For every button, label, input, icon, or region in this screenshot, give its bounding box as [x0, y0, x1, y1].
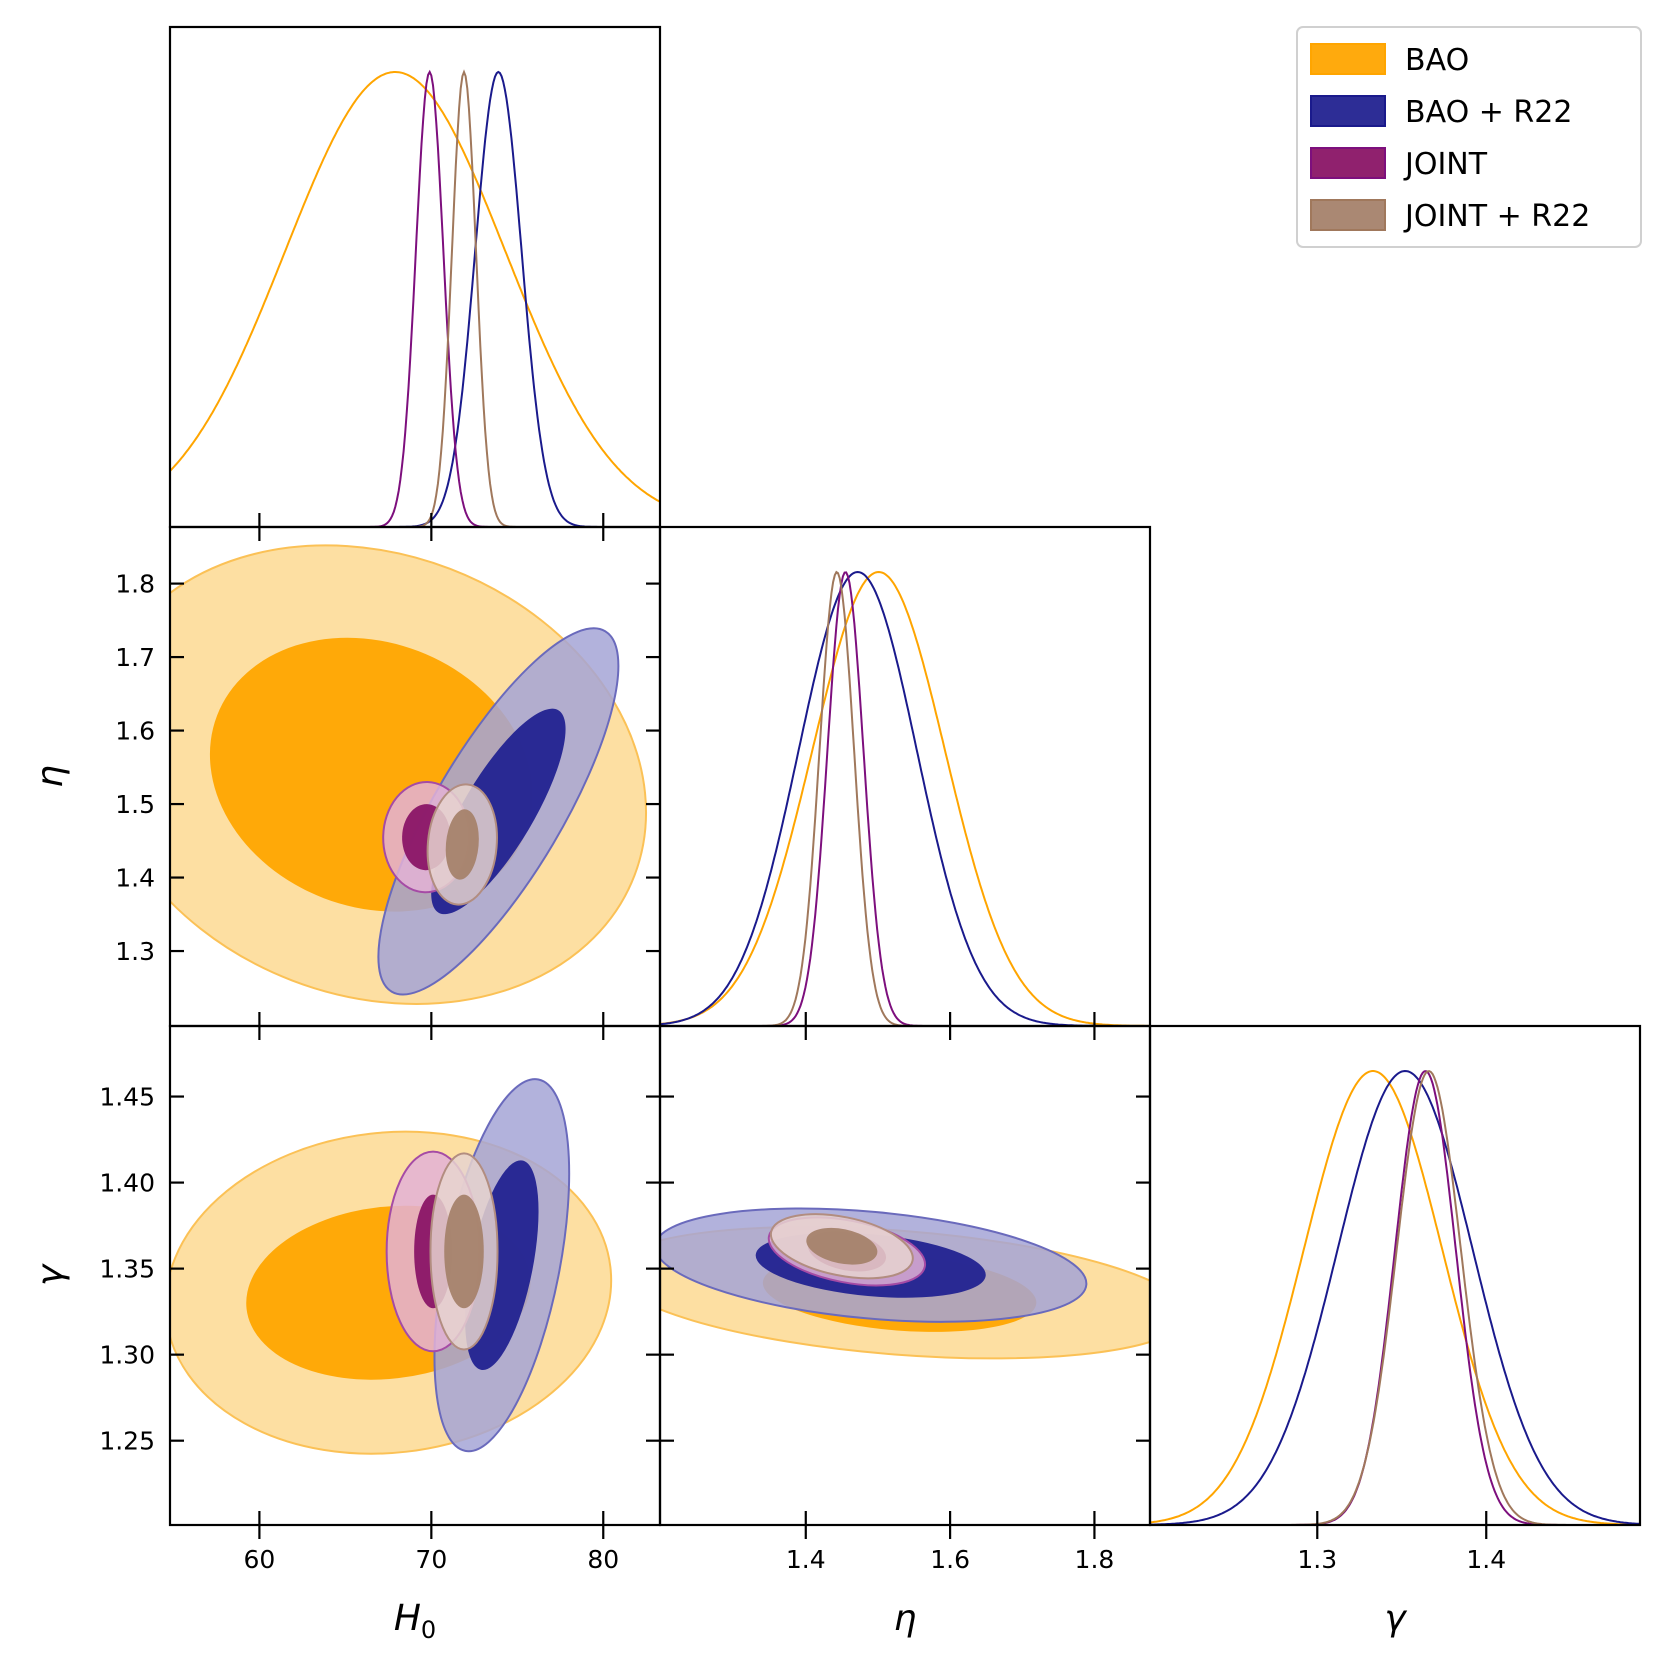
x-tick-label: 1.4 [786, 1545, 826, 1574]
joint-r22-1sigma-contour [806, 1227, 878, 1265]
contour-panel-eta-vs-h0 [170, 544, 648, 1005]
joint-r22-marginal-curve [660, 570, 1150, 1027]
bao-marginal-curve [1149, 1070, 1640, 1526]
y-tick-label: 1.35 [99, 1255, 155, 1284]
y-tick-label: 1.4 [115, 864, 155, 893]
legend-box [1296, 26, 1642, 248]
bao-r22-legend-swatch [1310, 95, 1386, 127]
joint-r22-1sigma-contour [445, 809, 479, 880]
y-tick-label: 1.40 [99, 1169, 155, 1198]
x-tick-label: 80 [587, 1545, 619, 1574]
joint-r22-legend-swatch [1310, 199, 1386, 231]
bao-marginal-curve [659, 570, 1150, 1027]
joint-marginal-curve [660, 571, 1150, 1027]
x-tick-label: 1.6 [930, 1545, 970, 1574]
contour-panel-gamma-vs-eta [660, 1207, 1150, 1360]
marginal-panel-eta [659, 570, 1150, 1027]
x-tick-label: 1.4 [1466, 1545, 1506, 1574]
joint-marginal-curve [170, 69, 660, 528]
x-tick-label: 1.3 [1297, 1545, 1337, 1574]
bao-r22-legend-label: BAO + R22 [1405, 95, 1572, 130]
panel-frame [658, 525, 1152, 1028]
bao-marginal-curve [169, 71, 661, 503]
y-tick-label: 1.6 [115, 717, 155, 746]
x-tick-label: 1.8 [1075, 1545, 1115, 1574]
x-axis-label-h0: H0 [394, 1598, 436, 1644]
bao-r22-marginal-curve [1150, 1069, 1641, 1526]
y-tick-label: 1.30 [99, 1341, 155, 1370]
y-tick-label: 1.25 [99, 1427, 155, 1456]
x-tick-label: 60 [243, 1545, 275, 1574]
joint-r22-1sigma-contour [444, 1194, 484, 1309]
y-tick-label: 1.5 [115, 790, 155, 819]
joint-r22-legend-label: JOINT + R22 [1403, 199, 1590, 234]
joint-r22-marginal-curve [170, 69, 660, 528]
y-axis-label-eta: η [30, 765, 71, 788]
y-tick-label: 1.45 [99, 1083, 155, 1112]
panel-frame [1148, 1024, 1642, 1527]
joint-legend-swatch [1310, 147, 1386, 179]
y-tick-label: 1.7 [115, 643, 155, 672]
x-axis-label-gamma: γ [1384, 1598, 1407, 1639]
y-tick-label: 1.8 [115, 570, 155, 599]
bao-legend-label: BAO [1405, 43, 1469, 78]
x-tick-label: 70 [415, 1545, 447, 1574]
joint-r22-marginal-curve [1150, 1070, 1640, 1526]
joint-legend-label: JOINT [1403, 147, 1488, 182]
contour-panel-gamma-vs-h0 [170, 1078, 613, 1455]
bao-r22-marginal-curve [170, 70, 660, 528]
joint-marginal-curve [1150, 1070, 1640, 1526]
bao-legend-swatch [1310, 43, 1386, 75]
bao-r22-marginal-curve [659, 570, 1150, 1027]
marginal-panel-gamma [1149, 1069, 1641, 1526]
legend: BAO BAO + R22 JOINT JOINT + R22 [1296, 26, 1642, 248]
y-axis-label-gamma: γ [30, 1263, 71, 1286]
corner-plot-axes: 60 70 80 1.4 1.6 1.8 1.3 1.4 1.3 1.4 1.5 1.6 1.7 1.8 1… [30, 25, 1642, 1644]
corner-plot-panels [169, 69, 1641, 1526]
marginal-panel-h0 [169, 69, 661, 528]
x-axis-label-eta: η [894, 1598, 917, 1639]
y-tick-label: 1.3 [115, 937, 155, 966]
